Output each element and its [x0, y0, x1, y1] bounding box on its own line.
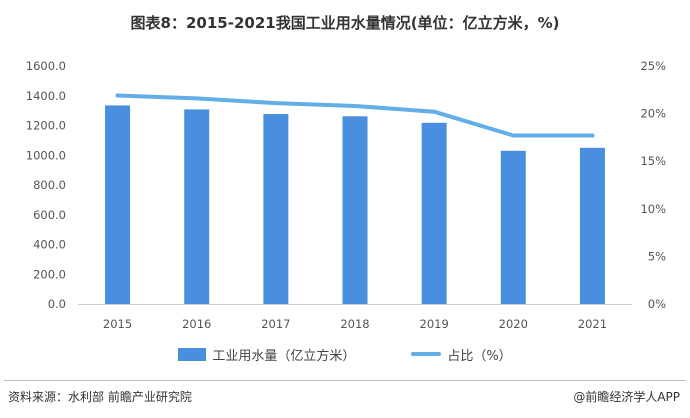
bar: [263, 114, 289, 304]
bar: [342, 116, 368, 304]
bar: [184, 109, 210, 304]
y-left-tick-label: 1200.0: [26, 119, 66, 133]
bar: [579, 147, 605, 304]
line-point: [353, 103, 357, 108]
x-tick-label: 2018: [340, 317, 369, 331]
y-left-tick-label: 1600.0: [26, 59, 66, 73]
y-right-tick-label: 15%: [640, 154, 666, 168]
y-left-tick-label: 400.0: [33, 238, 66, 252]
x-tick-label: 2015: [103, 317, 132, 331]
line-point: [511, 133, 516, 138]
y-left-tick-label: 0.0: [48, 297, 66, 311]
bar: [421, 122, 447, 304]
y-right-tick-label: 5%: [648, 249, 666, 263]
legend-line-swatch: [411, 352, 442, 356]
legend-item-line: 占比（%）: [411, 345, 512, 364]
bar: [500, 150, 526, 304]
brand-credit: @前瞻经济学人APP: [573, 390, 680, 404]
source-note: 资料来源：水利部 前瞻产业研究院: [8, 390, 192, 404]
line-point: [115, 93, 120, 98]
bar: [105, 105, 131, 304]
legend-bar-swatch: [178, 347, 207, 361]
legend-item-bar: 工业用水量（亿立方米）: [178, 345, 355, 364]
x-tick-label: 2019: [420, 317, 449, 331]
chart-title: 图表8：2015-2021我国工业用水量情况(单位：亿立方米，%): [130, 14, 560, 32]
y-right-tick-label: 0%: [648, 297, 666, 311]
x-tick-label: 2021: [578, 317, 607, 331]
x-tick-label: 2020: [499, 317, 528, 331]
combo-chart: 0.0 200.0 400.0 600.0 800.0 1000.0 1200.0 1400.…: [26, 59, 666, 331]
y-left-tick-label: 200.0: [33, 267, 66, 281]
y-right-tick-label: 10%: [640, 202, 666, 216]
chart-legend: 工业用水量（亿立方米） 占比（%）: [0, 345, 690, 364]
y-left-tick-label: 600.0: [33, 208, 66, 222]
x-tick-label: 2017: [261, 317, 290, 331]
line-point: [273, 101, 278, 106]
y-left-tick-label: 1400.0: [26, 89, 66, 103]
legend-line-label: 占比（%）: [447, 348, 512, 364]
line-point: [590, 133, 595, 138]
x-tick-label: 2016: [182, 317, 211, 331]
line-point: [194, 96, 199, 101]
footer-divider: [4, 380, 686, 381]
y-right-tick-label: 25%: [640, 59, 666, 73]
y-left-tick-label: 800.0: [33, 178, 66, 192]
y-right-tick-label: 20%: [640, 107, 666, 121]
line-point: [432, 109, 437, 114]
y-left-tick-label: 1000.0: [26, 148, 66, 162]
legend-bar-label: 工业用水量（亿立方米）: [212, 348, 356, 364]
